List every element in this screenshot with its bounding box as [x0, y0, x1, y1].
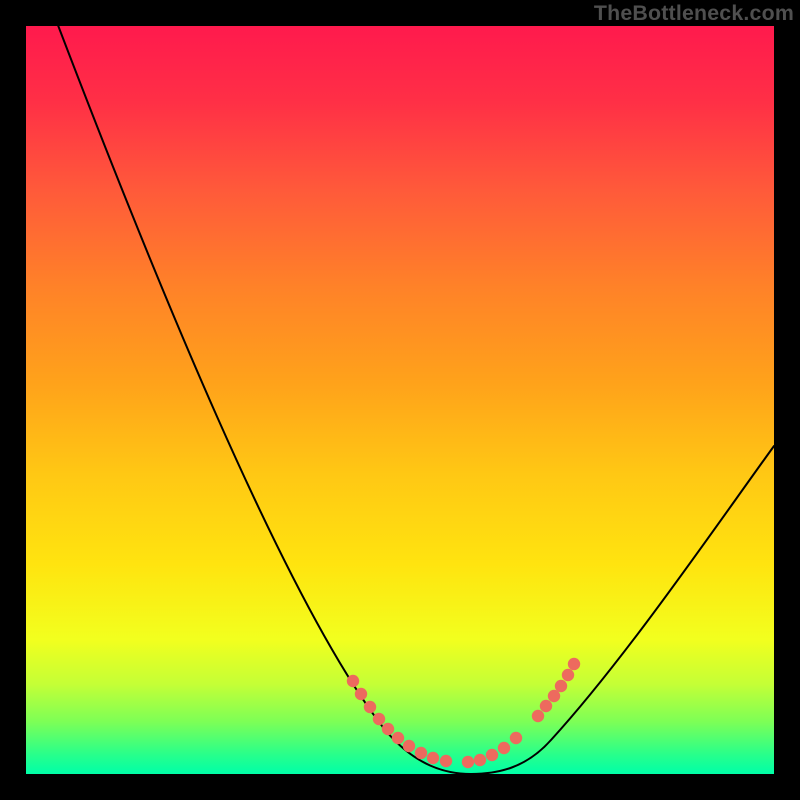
curve-marker — [347, 675, 359, 687]
curve-marker — [355, 688, 367, 700]
curve-marker — [532, 710, 544, 722]
chart-stage: TheBottleneck.com — [0, 0, 800, 800]
curve-marker — [486, 749, 498, 761]
curve-marker — [474, 754, 486, 766]
curve-marker — [392, 732, 404, 744]
curve-marker — [364, 701, 376, 713]
curve-marker — [498, 742, 510, 754]
curve-marker — [403, 740, 415, 752]
curve-marker — [373, 713, 385, 725]
curve-marker — [568, 658, 580, 670]
curve-marker — [548, 690, 560, 702]
curve-marker — [462, 756, 474, 768]
bottleneck-curve-chart — [0, 0, 800, 800]
curve-marker — [415, 747, 427, 759]
curve-marker — [382, 723, 394, 735]
curve-marker — [540, 700, 552, 712]
curve-marker — [562, 669, 574, 681]
plot-background-gradient — [26, 26, 774, 774]
curve-marker — [555, 680, 567, 692]
attribution-label: TheBottleneck.com — [594, 1, 794, 26]
curve-marker — [440, 755, 452, 767]
curve-marker — [510, 732, 522, 744]
curve-marker — [427, 752, 439, 764]
